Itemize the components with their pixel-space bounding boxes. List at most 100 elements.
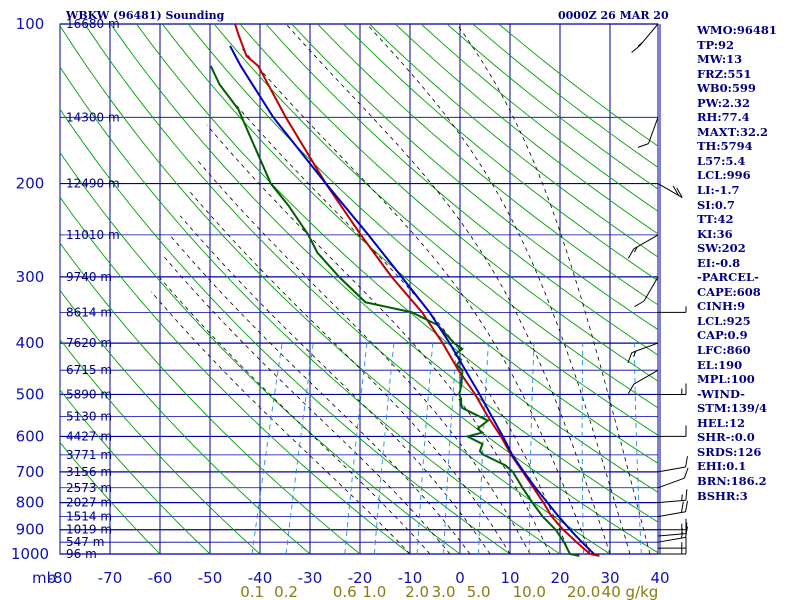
- stability-index: LCL:925: [697, 313, 751, 328]
- temperature-tick-label: -10: [398, 569, 423, 587]
- mixing-ratio-label: 0.1: [240, 583, 264, 600]
- dry-adiabat: [213, 24, 658, 409]
- dry-adiabat: [60, 66, 561, 554]
- wind-barb-staff: [657, 477, 685, 489]
- stability-index: TH:5794: [697, 139, 753, 154]
- x-axis-unit: mb: [32, 569, 56, 587]
- mixing-ratio-label: 3.0: [432, 583, 456, 600]
- wind-barb-flag: [681, 494, 683, 501]
- mixing-ratio-label: 40 g/kg: [602, 583, 659, 600]
- mixing-ratio-line: [478, 343, 489, 554]
- wind-barb-staff: [633, 369, 659, 385]
- pressure-label: 300: [16, 268, 45, 286]
- stability-index: EI:-0.8: [697, 255, 741, 270]
- stability-index: -PARCEL-: [697, 270, 759, 285]
- wind-barb: [637, 117, 659, 148]
- mixing-ratio-label: 1.0: [362, 583, 386, 600]
- wind-barb-staff: [647, 117, 659, 144]
- wind-barb-flag: [685, 500, 688, 512]
- moist-adiabat: [366, 24, 631, 554]
- wind-barb-flag: [633, 246, 638, 253]
- height-label: 2027 m: [66, 496, 112, 510]
- pressure-label: 1000: [11, 545, 49, 563]
- wind-barb: [634, 276, 659, 308]
- stability-index: CAP:0.9: [697, 328, 748, 343]
- dry-adiabat: [60, 242, 361, 554]
- pressure-label: 200: [16, 175, 45, 193]
- dewpoint-profile: [209, 65, 580, 557]
- moist-adiabat: [169, 234, 471, 554]
- height-label: 7620 m: [66, 336, 112, 350]
- temperature-tick-label: 20: [550, 569, 569, 587]
- pressure-label: 400: [16, 334, 45, 352]
- stability-index: TT:42: [697, 212, 734, 227]
- wind-barb-flag: [683, 467, 689, 479]
- wind-barb-flag: [637, 143, 649, 148]
- height-label: 3156 m: [66, 465, 112, 479]
- wind-barb: [627, 342, 659, 364]
- temperature-tick-label: 10: [500, 569, 519, 587]
- wind-barb-staff: [657, 499, 686, 504]
- pressure-label: 700: [16, 463, 45, 481]
- mixing-ratio-line: [251, 343, 283, 554]
- wind-barb-flag: [627, 352, 633, 364]
- wind-barb: [627, 234, 659, 259]
- temperature-tick-label: -50: [198, 569, 223, 587]
- pressure-label: 900: [16, 521, 45, 539]
- moist-adiabat: [196, 159, 531, 554]
- wind-barb: [631, 23, 659, 53]
- stability-index: LFC:860: [697, 343, 751, 358]
- moist-adiabat: [225, 92, 571, 554]
- pressure-label: 100: [16, 15, 45, 33]
- height-label: 5130 m: [66, 409, 112, 423]
- mixing-ratio-line: [528, 343, 535, 554]
- height-label: 2573 m: [66, 481, 112, 495]
- dry-adiabat: [369, 24, 658, 258]
- wind-barb-staff: [657, 536, 686, 543]
- mixing-ratio-line: [344, 343, 368, 554]
- moist-adiabat: [155, 272, 431, 554]
- height-label: 11010 m: [66, 228, 120, 242]
- stability-index: BRN:186.2: [697, 473, 767, 488]
- temperature-tick-label: -60: [148, 569, 173, 587]
- parcel-profile: [229, 45, 595, 555]
- wind-barb-staff: [657, 533, 686, 537]
- dry-adiabat: [239, 24, 658, 382]
- wind-barb-flag: [627, 383, 635, 394]
- mixing-ratio-label: 5.0: [467, 583, 491, 600]
- wind-barb-flag: [631, 45, 641, 53]
- wind-barb: [657, 467, 689, 489]
- dry-adiabat: [136, 24, 658, 493]
- stability-index: FRZ:551: [697, 66, 752, 81]
- moist-adiabat: [239, 45, 591, 554]
- temperature-tick-label: -70: [98, 569, 123, 587]
- stability-index: SI:0.7: [697, 197, 735, 212]
- dry-adiabat: [343, 24, 658, 282]
- stability-index: MAXT:32.2: [697, 124, 768, 139]
- pressure-label: 800: [16, 494, 45, 512]
- wind-barb: [658, 425, 687, 437]
- moist-adiabat: [163, 256, 451, 554]
- mixing-ratio-line: [633, 343, 642, 554]
- stability-index: BSHR:3: [697, 488, 748, 503]
- stability-index: TP:92: [697, 37, 735, 52]
- mixing-ratio-line: [443, 343, 458, 554]
- stability-indices-list: WMO:96481 TP:92 MW:13 FRZ:551 WB0:599 PW:2.32…: [697, 23, 777, 503]
- wind-barb-flag: [672, 185, 680, 196]
- wind-barb: [657, 183, 683, 198]
- mixing-ratio-label: 0.6: [333, 583, 357, 600]
- height-label: 3771 m: [66, 448, 112, 462]
- sounding-title: WBKW (96481) Sounding: [66, 9, 225, 22]
- mixing-ratio-line: [285, 343, 314, 554]
- wind-barb-staff: [657, 466, 686, 473]
- wind-barb: [657, 489, 688, 504]
- stability-index: KI:36: [697, 226, 733, 241]
- wind-barb: [658, 537, 687, 549]
- wind-barb-flag: [637, 41, 644, 47]
- wind-barb-flag: [676, 187, 683, 198]
- dry-adiabat: [60, 389, 211, 554]
- height-label: 96 m: [66, 547, 97, 561]
- wind-barb-flag: [680, 501, 684, 513]
- dry-adiabat: [60, 108, 511, 554]
- wind-barb-flag: [680, 532, 683, 539]
